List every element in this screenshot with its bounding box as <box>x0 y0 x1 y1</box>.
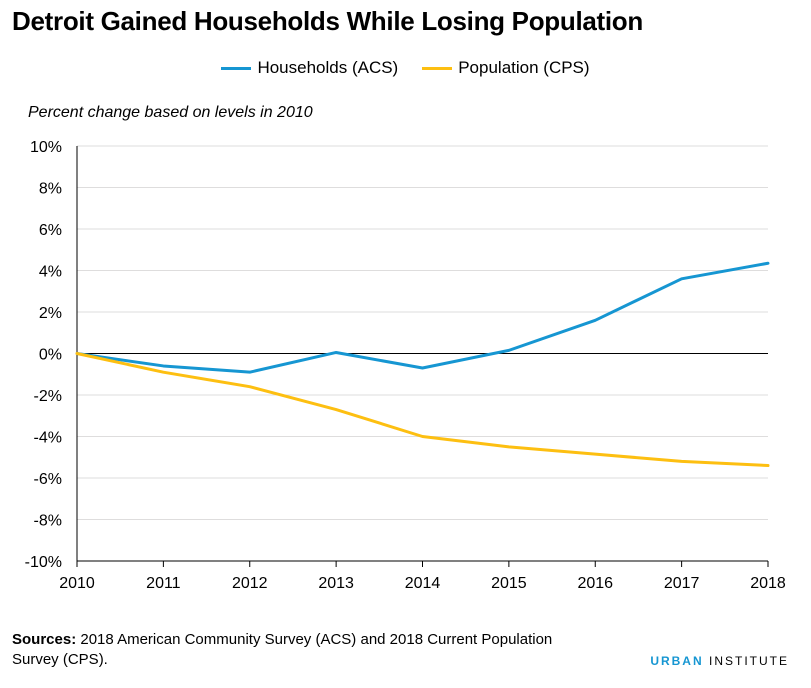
x-tick-label: 2010 <box>59 575 95 592</box>
y-tick-label: -6% <box>34 471 62 488</box>
y-tick-label: 0% <box>39 347 62 364</box>
chart-subtitle: Percent change based on levels in 2010 <box>28 104 313 121</box>
series-line-households <box>75 261 770 374</box>
y-tick-label: 8% <box>39 181 62 198</box>
legend-swatch-population <box>422 66 453 70</box>
y-tick-label: 6% <box>39 222 62 239</box>
y-tick-label: 4% <box>39 264 62 281</box>
x-tick-label: 2014 <box>405 575 441 592</box>
x-tick-label: 2013 <box>318 575 354 592</box>
y-tick-label: -8% <box>34 513 62 530</box>
x-tick-label: 2015 <box>491 575 527 592</box>
x-tick-label: 2016 <box>577 575 613 592</box>
legend-label-households: Households (ACS) <box>257 58 399 77</box>
legend-label-population: Population (CPS) <box>458 58 590 77</box>
sources-text: 2018 American Community Survey (ACS) and… <box>12 631 553 668</box>
line-chart: 10% 8% 6% 4% 2% 0% -2% -4% -6% -8% -10% 2010 2011 201… <box>25 139 786 592</box>
x-tick-label: 2011 <box>146 575 181 592</box>
legend-swatch-households <box>221 66 252 70</box>
sources-note: Sources: 2018 American Community Survey … <box>12 630 592 670</box>
brand-part1: URBAN <box>650 654 704 668</box>
legend: Households (ACS) Population (CPS) <box>0 58 811 78</box>
y-tick-label: 2% <box>39 305 62 322</box>
y-tick-label: -4% <box>34 430 62 447</box>
x-tick-label: 2017 <box>664 575 700 592</box>
y-tick-label: 10% <box>30 139 62 156</box>
chart-title: Detroit Gained Households While Losing P… <box>12 6 643 36</box>
y-tick-label: -2% <box>34 388 62 405</box>
legend-item-population: Population (CPS) <box>422 58 590 78</box>
brand-part2: INSTITUTE <box>703 654 789 668</box>
series-line-population <box>75 352 770 468</box>
legend-item-households: Households (ACS) <box>221 58 398 78</box>
x-tick-label: 2018 <box>750 575 786 592</box>
sources-label: Sources: <box>12 631 77 648</box>
urban-institute-logo: URBAN INSTITUTE <box>650 654 789 668</box>
y-tick-label: -10% <box>25 554 62 571</box>
x-tick-label: 2012 <box>232 575 268 592</box>
